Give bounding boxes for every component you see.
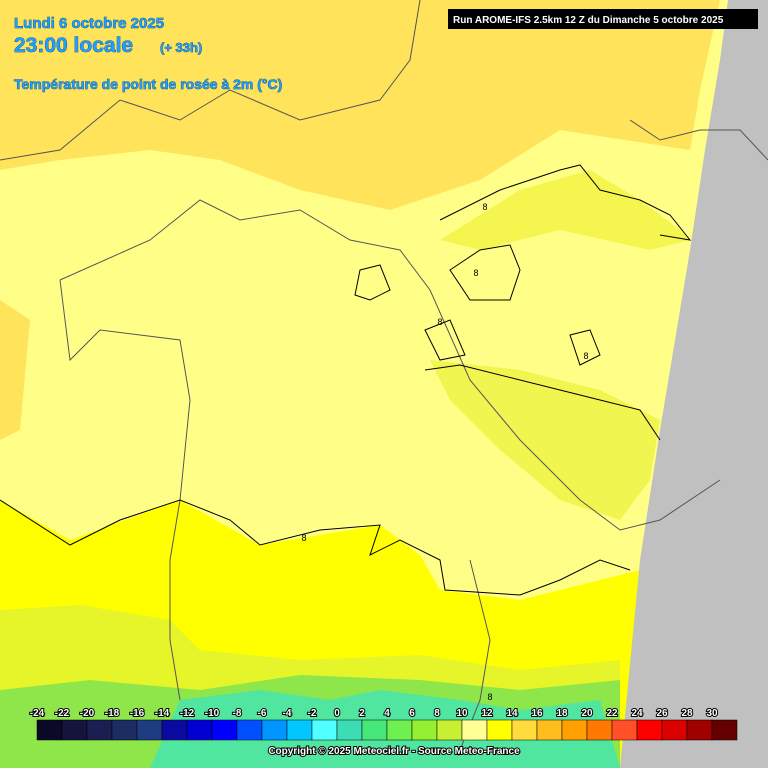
- scale-label: -6: [258, 708, 267, 719]
- contour-label: 8: [437, 317, 442, 327]
- color-swatch: [336, 719, 363, 741]
- scale-label: 2: [359, 708, 365, 719]
- scale-label: 24: [631, 708, 643, 719]
- scale-label: 30: [706, 708, 718, 719]
- scale-label: -2: [308, 708, 317, 719]
- scale-label: -18: [105, 708, 120, 719]
- scale-label: -22: [55, 708, 70, 719]
- scale-label: 10: [456, 708, 468, 719]
- contour-label: 8: [482, 202, 487, 212]
- scale-label: -8: [233, 708, 242, 719]
- scale-label: 0: [334, 708, 340, 719]
- contour-line: [569, 329, 601, 366]
- scale-label: 4: [384, 708, 390, 719]
- date: Lundi 6 octobre 2025: [14, 15, 164, 32]
- contour-line: [0, 499, 631, 596]
- color-swatch: [636, 719, 663, 741]
- scale-label: 28: [681, 708, 693, 719]
- color-swatch: [561, 719, 588, 741]
- scale-label: -4: [283, 708, 292, 719]
- run-info: Run AROME-IFS 2.5km 12 Z du Dimanche 5 o…: [453, 15, 724, 26]
- contour-label: 8: [473, 268, 478, 278]
- scale-label: -14: [155, 708, 170, 719]
- parameter: Température de point de rosée à 2m (°C): [14, 76, 282, 92]
- contour-label: 8: [487, 692, 492, 702]
- contour-label: 8: [583, 351, 588, 361]
- scale-label: -24: [30, 708, 45, 719]
- color-swatch: [386, 719, 413, 741]
- yellow-patch: [430, 360, 660, 520]
- scale-label: 18: [556, 708, 568, 719]
- color-swatch: [436, 719, 463, 741]
- scale-label: 26: [656, 708, 668, 719]
- scale-label: -12: [180, 708, 195, 719]
- color-swatch: [411, 719, 438, 741]
- contour-line: [424, 364, 661, 441]
- color-swatch: [511, 719, 538, 741]
- color-swatch: [661, 719, 688, 741]
- scale-label: 12: [481, 708, 493, 719]
- color-swatch: [36, 719, 63, 741]
- color-swatch: [136, 719, 163, 741]
- scale-label: 16: [531, 708, 543, 719]
- scale-label: 14: [506, 708, 518, 719]
- color-swatch: [261, 719, 288, 741]
- color-swatch: [611, 719, 638, 741]
- copyright: Copyright © 2025 Meteociel.fr - Source M…: [268, 746, 520, 757]
- color-swatch: [236, 719, 263, 741]
- outside-domain: [620, 0, 768, 768]
- time: 23:00 locale: [14, 34, 133, 57]
- border-line: [629, 119, 768, 161]
- scale-label: 20: [581, 708, 593, 719]
- scale-label: -16: [130, 708, 145, 719]
- scale-label: 22: [606, 708, 618, 719]
- color-swatch: [586, 719, 613, 741]
- color-swatch: [61, 719, 88, 741]
- scale-label: 6: [409, 708, 415, 719]
- yellow-patch: [440, 170, 690, 250]
- border-line: [59, 279, 191, 701]
- color-swatch: [311, 719, 338, 741]
- scale-label: -20: [80, 708, 95, 719]
- contour-line: [449, 244, 521, 301]
- color-swatch: [286, 719, 313, 741]
- color-swatch: [361, 719, 388, 741]
- contour-line: [354, 264, 391, 301]
- contour-label: 8: [301, 533, 306, 543]
- color-swatch: [86, 719, 113, 741]
- color-swatch: [686, 719, 713, 741]
- border-line: [59, 199, 721, 531]
- color-swatch: [461, 719, 488, 741]
- contour-line: [424, 319, 466, 361]
- run-box: [448, 9, 758, 29]
- color-swatch: [711, 719, 738, 741]
- scale-label: -10: [205, 708, 220, 719]
- color-swatch: [486, 719, 513, 741]
- contour-line: [439, 164, 692, 241]
- color-swatch: [161, 719, 188, 741]
- lead-time: (+ 33h): [160, 40, 202, 55]
- warm-region: [0, 300, 30, 440]
- color-swatch: [211, 719, 238, 741]
- color-swatch: [186, 719, 213, 741]
- scale-label: 8: [434, 708, 440, 719]
- color-swatch: [111, 719, 138, 741]
- border-line: [0, 0, 421, 161]
- color-swatch: [536, 719, 563, 741]
